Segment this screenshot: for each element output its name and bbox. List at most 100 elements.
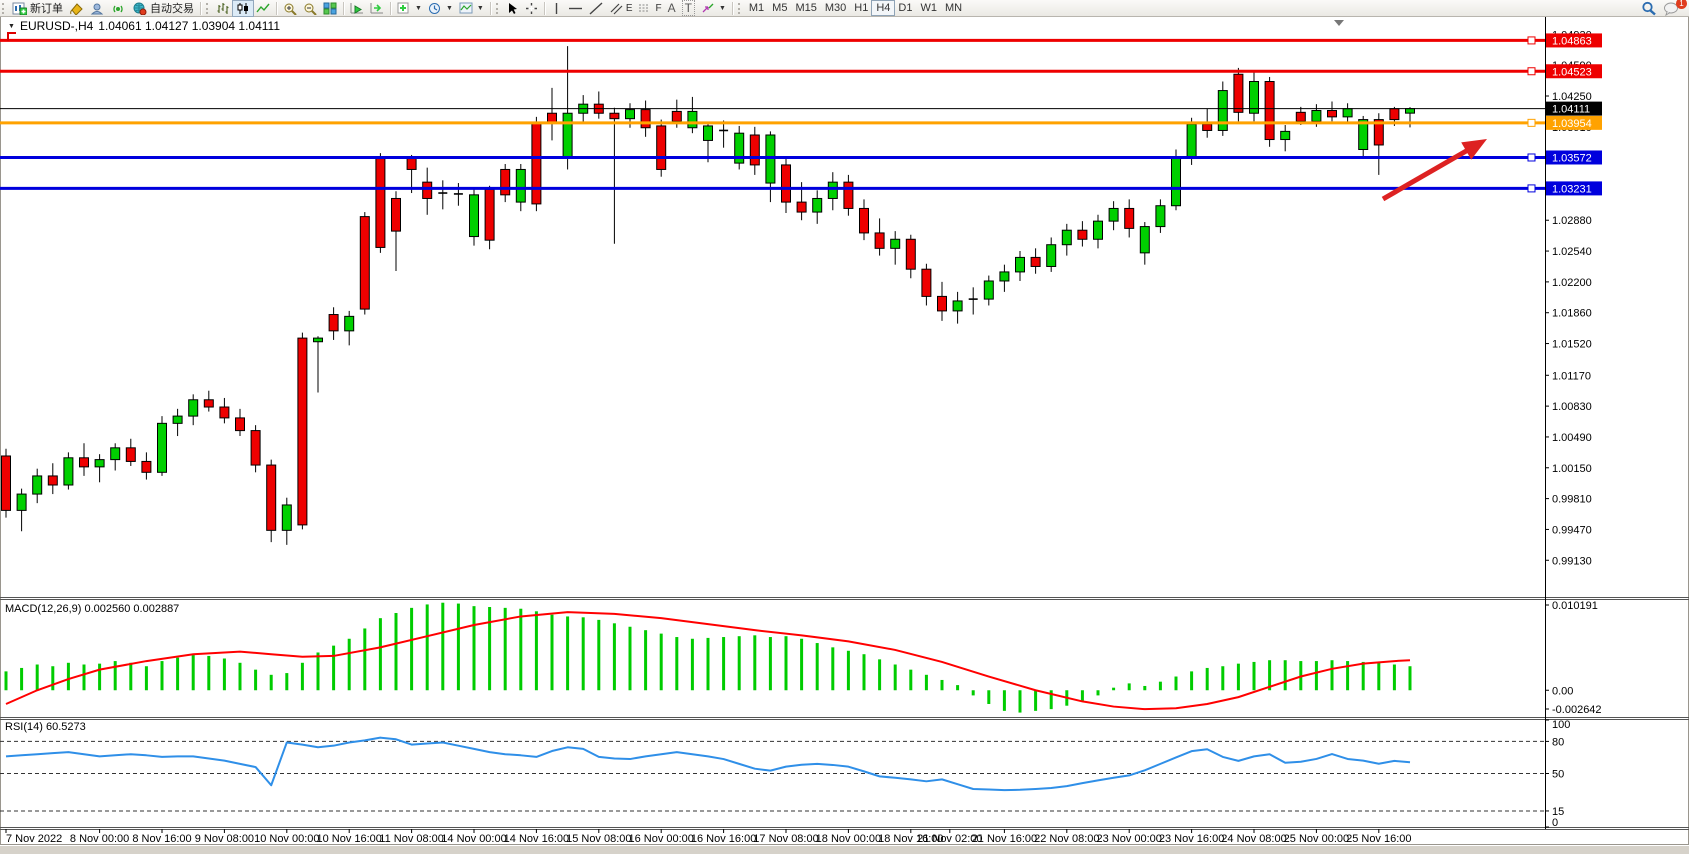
candle-body[interactable]: [1249, 80, 1259, 114]
candle-body[interactable]: [79, 457, 89, 468]
candle-body[interactable]: [531, 121, 542, 205]
candle-body[interactable]: [796, 201, 807, 213]
candle-body[interactable]: [1077, 229, 1088, 240]
candle-body[interactable]: [671, 110, 682, 122]
candle-body[interactable]: [47, 475, 58, 486]
candle-body[interactable]: [235, 417, 245, 432]
chart-shift-marker[interactable]: [1334, 20, 1344, 26]
candle-body[interactable]: [1186, 123, 1197, 159]
candle-body[interactable]: [1015, 256, 1025, 273]
candle-body[interactable]: [266, 464, 277, 531]
cursor-tool-button[interactable]: [503, 1, 522, 16]
candle-body[interactable]: [640, 109, 651, 129]
candle-body[interactable]: [94, 459, 105, 468]
candle-body[interactable]: [1171, 157, 1181, 207]
candle-body[interactable]: [1358, 119, 1369, 151]
candle-body[interactable]: [297, 337, 308, 526]
candle-body[interactable]: [281, 504, 292, 531]
candle-body[interactable]: [32, 475, 43, 495]
candle-body[interactable]: [344, 315, 355, 332]
candle-body[interactable]: [375, 158, 386, 248]
candle-body[interactable]: [110, 447, 121, 461]
community-button[interactable]: [87, 1, 108, 16]
candle-body[interactable]: [188, 399, 199, 417]
templates-button[interactable]: ▼: [456, 1, 487, 16]
chart-window[interactable]: 1.049301.045901.042501.039101.035701.032…: [0, 16, 1689, 854]
candle-body[interactable]: [843, 181, 854, 209]
timeframe-H4[interactable]: H4: [871, 0, 896, 16]
chart-canvas[interactable]: 1.049301.045901.042501.039101.035701.032…: [0, 16, 1689, 854]
candle-body[interactable]: [172, 415, 183, 424]
line-handle[interactable]: [1527, 184, 1536, 193]
candle-body[interactable]: [1139, 226, 1150, 254]
chart-candles-button[interactable]: [232, 0, 254, 17]
candle-body[interactable]: [781, 164, 791, 203]
candle-body[interactable]: [1108, 207, 1119, 222]
candle-body[interactable]: [406, 158, 417, 170]
candle-body[interactable]: [1093, 220, 1103, 240]
text-tool-button[interactable]: A: [665, 1, 679, 16]
candle-body[interactable]: [219, 406, 230, 419]
trendline-tool-button[interactable]: [586, 1, 607, 16]
candle-body[interactable]: [1202, 123, 1213, 131]
candle-body[interactable]: [16, 493, 27, 511]
periods-button[interactable]: ▼: [425, 1, 456, 16]
candle-body[interactable]: [1327, 110, 1337, 118]
candle-body[interactable]: [952, 300, 963, 312]
candle-body[interactable]: [609, 112, 620, 120]
candle-body[interactable]: [812, 197, 823, 213]
candle-body[interactable]: [1233, 73, 1244, 113]
zoom-in-button[interactable]: [280, 1, 300, 16]
channel-tool-button[interactable]: E: [607, 1, 636, 16]
candle-body[interactable]: [469, 194, 479, 238]
timeframe-M5[interactable]: M5: [772, 2, 788, 14]
timeframe-MN[interactable]: MN: [944, 2, 963, 14]
shapes-tool-button[interactable]: ▼: [698, 1, 729, 16]
chart-line-button[interactable]: [253, 1, 273, 16]
candle-body[interactable]: [937, 295, 947, 312]
trend-arrow-shaft[interactable]: [1381, 145, 1473, 202]
fibonacci-tool-button[interactable]: F: [635, 1, 664, 16]
line-handle[interactable]: [1527, 36, 1536, 45]
candle-body[interactable]: [1373, 119, 1384, 146]
timeframe-H1[interactable]: H1: [854, 2, 869, 14]
candle-body[interactable]: [656, 125, 667, 170]
auto-scroll-button[interactable]: [347, 1, 367, 16]
candle-body[interactable]: [157, 422, 167, 473]
candle-body[interactable]: [687, 110, 698, 129]
search-button[interactable]: [1638, 1, 1660, 16]
candle-body[interactable]: [562, 112, 573, 158]
candle-body[interactable]: [1030, 256, 1041, 267]
vertical-line-tool-button[interactable]: [548, 1, 565, 16]
notifications-button[interactable]: 1: [1660, 0, 1687, 16]
horizontal-line-tool-button[interactable]: [565, 1, 586, 16]
candle-body[interactable]: [422, 181, 433, 199]
candle-body[interactable]: [1061, 229, 1072, 246]
candle-body[interactable]: [1389, 108, 1400, 121]
one-click-trading-marker[interactable]: [7, 32, 16, 41]
tile-windows-button[interactable]: [320, 1, 340, 16]
styler-button[interactable]: [66, 1, 87, 16]
signals-button[interactable]: [108, 1, 129, 16]
autotrading-button[interactable]: 自动交易: [129, 1, 197, 16]
zoom-out-button[interactable]: [300, 1, 320, 16]
candle-body[interactable]: [1311, 110, 1322, 122]
timeframe-W1[interactable]: W1: [920, 2, 937, 14]
candle-body[interactable]: [874, 232, 885, 249]
candle-body[interactable]: [547, 112, 557, 123]
candle-body[interactable]: [484, 188, 495, 241]
candle-body[interactable]: [734, 132, 745, 164]
candle-body[interactable]: [749, 134, 760, 166]
candle-body[interactable]: [359, 216, 370, 310]
new-order-button[interactable]: 新订单: [9, 1, 66, 16]
chart-shift-button[interactable]: [367, 1, 387, 16]
candle-body[interactable]: [859, 207, 869, 234]
candle-body[interactable]: [1280, 130, 1291, 141]
label-tool-button[interactable]: T: [679, 0, 698, 16]
candle-body[interactable]: [827, 181, 838, 199]
candle-body[interactable]: [63, 457, 74, 486]
candle-body[interactable]: [1295, 111, 1306, 122]
crosshair-tool-button[interactable]: [522, 1, 541, 16]
candle-body[interactable]: [328, 314, 339, 332]
collapse-arrow-icon[interactable]: ▼: [8, 22, 15, 30]
